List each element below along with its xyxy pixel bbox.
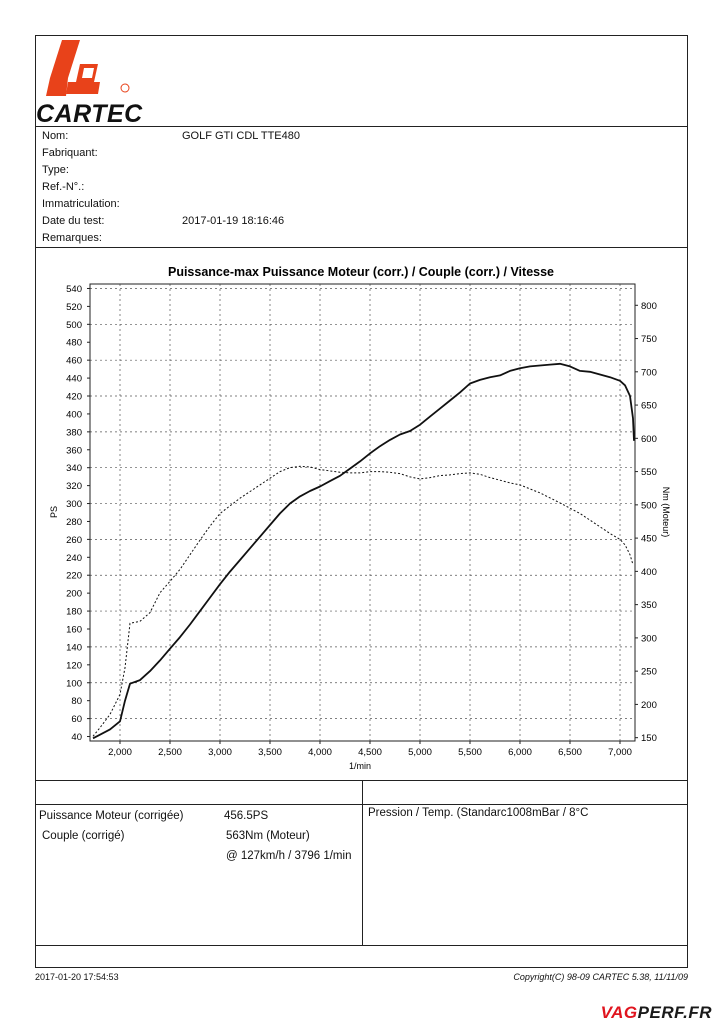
footer-copyright: Copyright(C) 98-09 CARTEC 5.38, 11/11/09 xyxy=(513,972,688,982)
y-tick-label: 240 xyxy=(66,553,82,564)
info-label: Type: xyxy=(42,164,69,176)
y-tick-label: 400 xyxy=(66,409,82,420)
power-value: 456.5PS xyxy=(224,810,269,822)
info-label: Ref.-N°.: xyxy=(42,181,85,193)
x-tick-label: 5,000 xyxy=(408,747,432,758)
x-tick-label: 2,500 xyxy=(158,747,182,758)
y-tick-label: 200 xyxy=(66,589,82,600)
dyno-report-frame: CARTEC Nom: GOLF GTI CDL TTE480 Fabriqua… xyxy=(35,35,688,968)
info-value: GOLF GTI CDL TTE480 xyxy=(182,130,300,142)
x-tick-label: 4,500 xyxy=(358,747,382,758)
y-tick-label: 320 xyxy=(66,481,82,492)
x-tick-label: 7,000 xyxy=(608,747,632,758)
torque-detail: @ 127km/h / 3796 1/min xyxy=(226,850,352,862)
divider xyxy=(36,945,687,946)
y2-tick-label: 350 xyxy=(641,600,657,611)
y-tick-label: 440 xyxy=(66,374,82,385)
chart-grid xyxy=(90,284,635,741)
y2-tick-label: 200 xyxy=(641,700,657,711)
y2-tick-label: 800 xyxy=(641,301,657,312)
y2-tick-label: 750 xyxy=(641,334,657,345)
x-tick-label: 6,000 xyxy=(508,747,532,758)
divider xyxy=(36,804,687,805)
info-value: 2017-01-19 18:16:46 xyxy=(182,215,285,227)
y-tick-label: 360 xyxy=(66,445,82,456)
divider xyxy=(362,780,363,945)
y-tick-label: 280 xyxy=(66,517,82,528)
pressure-temp: Pression / Temp. (Standarc1008mBar / 8°C xyxy=(368,807,589,819)
chart-title: Puissance-max Puissance Moteur (corr.) /… xyxy=(168,265,554,279)
y2-tick-label: 450 xyxy=(641,534,657,545)
y-axis-label: PS xyxy=(49,506,59,518)
x-tick-label: 4,000 xyxy=(308,747,332,758)
footer-timestamp: 2017-01-20 17:54:53 xyxy=(35,972,119,982)
x-tick-label: 6,500 xyxy=(558,747,582,758)
power-label: Puissance Moteur (corrigée) xyxy=(39,810,184,822)
cartec-logo-text: CARTEC xyxy=(36,100,143,128)
y-tick-label: 300 xyxy=(66,499,82,510)
info-label: Remarques: xyxy=(42,232,102,244)
info-label: Nom: xyxy=(42,130,69,142)
cartec-logo: CARTEC xyxy=(36,36,156,128)
x-tick-label: 3,500 xyxy=(258,747,282,758)
info-label: Date du test: xyxy=(42,215,105,227)
info-label: Immatriculation: xyxy=(42,198,120,210)
y2-axis-label: Nm (Moteur) xyxy=(661,487,671,538)
watermark-part-dark: PERF.FR xyxy=(637,1003,712,1022)
y2-tick-label: 500 xyxy=(641,500,657,511)
y-tick-label: 180 xyxy=(66,607,82,618)
y2-tick-label: 700 xyxy=(641,367,657,378)
y-tick-label: 140 xyxy=(66,642,82,653)
x-axis-label: 1/min xyxy=(349,761,371,771)
y-tick-label: 540 xyxy=(66,284,82,295)
divider xyxy=(36,247,687,248)
vagperf-watermark: VAGPERF.FR xyxy=(601,1003,712,1023)
y2-tick-label: 600 xyxy=(641,434,657,445)
y-tick-label: 80 xyxy=(71,696,82,707)
y2-tick-label: 650 xyxy=(641,401,657,412)
y-tick-label: 340 xyxy=(66,463,82,474)
y-tick-label: 520 xyxy=(66,302,82,313)
power-line xyxy=(92,362,635,740)
x-tick-label: 2,000 xyxy=(108,747,132,758)
cartec-logo-mark xyxy=(46,40,130,96)
plot-area-border xyxy=(89,283,636,742)
torque-value: 563Nm (Moteur) xyxy=(226,830,310,842)
y2-tick-label: 400 xyxy=(641,567,657,578)
y2-tick-label: 250 xyxy=(641,667,657,678)
y2-tick-label: 550 xyxy=(641,467,657,478)
y2-tick-label: 150 xyxy=(641,733,657,744)
info-label: Fabriquant: xyxy=(42,147,98,159)
divider xyxy=(36,126,687,127)
y-tick-label: 160 xyxy=(66,624,82,635)
y-tick-label: 60 xyxy=(71,714,82,725)
chart-series xyxy=(92,362,635,740)
chart-axes: 2,000 2,500 3,000 3,500 4,000 4,500 5,000 5,500… xyxy=(66,284,657,758)
y-tick-label: 40 xyxy=(71,732,82,743)
y-tick-label: 480 xyxy=(66,338,82,349)
y-tick-label: 120 xyxy=(66,660,82,671)
x-tick-label: 3,000 xyxy=(208,747,232,758)
y-tick-label: 380 xyxy=(66,427,82,438)
y-tick-label: 420 xyxy=(66,392,82,403)
y-tick-label: 100 xyxy=(66,678,82,689)
y2-tick-label: 300 xyxy=(641,633,657,644)
x-tick-label: 5,500 xyxy=(458,747,482,758)
y-tick-label: 260 xyxy=(66,535,82,546)
y-tick-label: 460 xyxy=(66,356,82,367)
y-tick-label: 500 xyxy=(66,320,82,331)
torque-line xyxy=(92,465,634,737)
divider xyxy=(36,780,687,781)
torque-label: Couple (corrigé) xyxy=(42,830,125,842)
watermark-part-red: VAG xyxy=(600,1003,638,1022)
y-tick-label: 220 xyxy=(66,571,82,582)
